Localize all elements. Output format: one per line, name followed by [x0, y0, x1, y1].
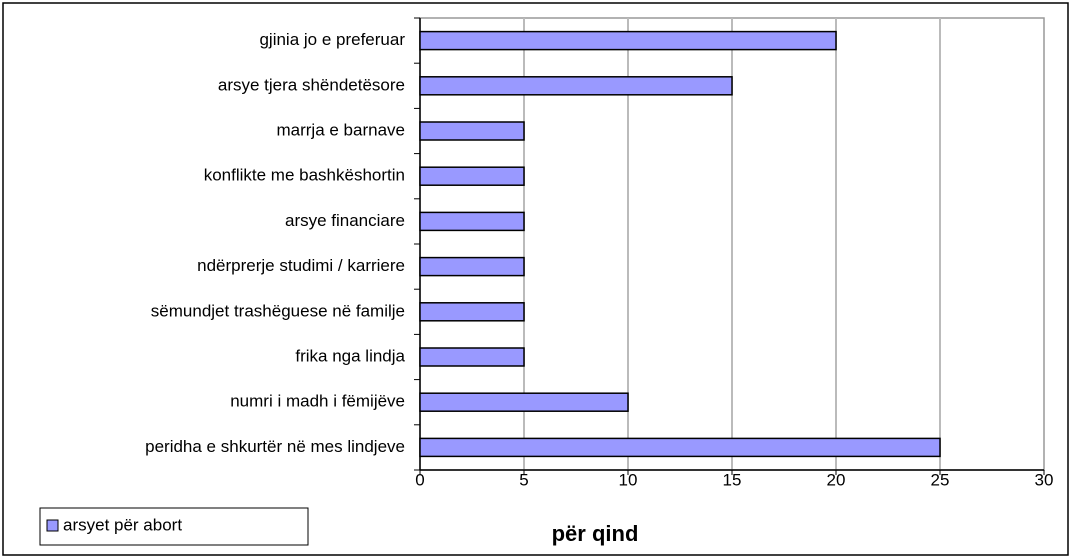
x-tick-label: 15 — [723, 470, 742, 489]
x-tick-label: 10 — [619, 470, 638, 489]
x-tick-label: 20 — [827, 470, 846, 489]
bar — [419, 76, 733, 96]
legend-swatch — [46, 519, 59, 532]
bar — [419, 302, 525, 322]
y-tick-label: arsye tjera shëndetësore — [218, 75, 405, 94]
x-tick-label: 0 — [415, 470, 424, 489]
x-tick-label: 5 — [519, 470, 528, 489]
bar — [419, 166, 525, 186]
y-tick-label: peridha e shkurtër në mes lindjeve — [145, 437, 405, 456]
bar — [419, 211, 525, 232]
y-tick-label: konflikte me bashkëshortin — [204, 166, 405, 185]
x-axis-title: për qind — [552, 521, 639, 546]
x-tick-label: 30 — [1035, 470, 1054, 489]
legend-label: arsyet për abort — [63, 515, 182, 534]
y-tick-label: ndërprerje studimi / karriere — [197, 256, 405, 275]
bar — [419, 347, 525, 367]
x-tick-label: 25 — [931, 470, 950, 489]
y-tick-label: numri i madh i fëmijëve — [230, 392, 405, 411]
bar — [419, 256, 525, 277]
y-tick-label: marrja e barnave — [276, 120, 405, 139]
bar — [419, 30, 837, 51]
y-tick-label: frika nga lindja — [295, 346, 405, 365]
bar — [419, 437, 941, 458]
bar — [419, 392, 629, 412]
y-tick-label: arsye financiare — [285, 211, 405, 230]
legend — [39, 507, 309, 546]
y-tick-label: sëmundjet trashëguese në familje — [151, 301, 405, 320]
y-tick-label: gjinia jo e preferuar — [259, 30, 405, 49]
bar — [419, 121, 525, 141]
